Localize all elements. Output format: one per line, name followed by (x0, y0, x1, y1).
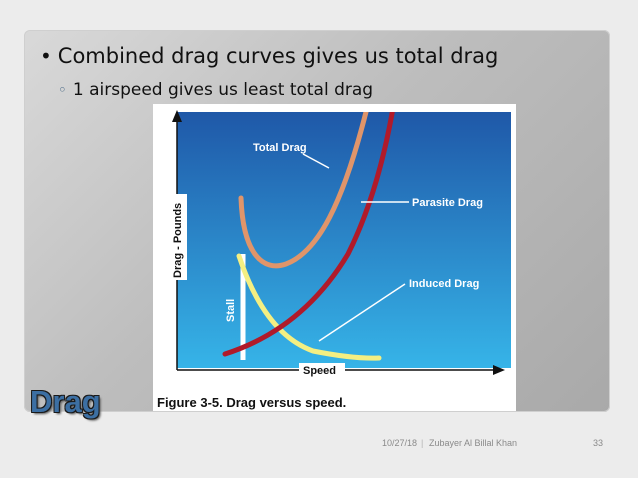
induced-drag-curve (236, 253, 382, 361)
bullet-sub-text: 1 airspeed gives us least total drag (72, 80, 374, 100)
drag-figure: Total Drag Parasite Drag Induced Drag St… (153, 104, 516, 411)
label-induced-drag: Induced Drag (409, 278, 479, 290)
parasite-drag-curve (222, 112, 395, 357)
label-total-drag: Total Drag (253, 142, 307, 154)
footer-author: Zubayer Al Billal Khan (429, 438, 518, 448)
x-label-backdrop (299, 363, 345, 377)
slide-title: Drag (30, 384, 101, 419)
total-drag-curve (238, 112, 369, 269)
x-axis-arrow-icon (493, 365, 505, 375)
y-axis-arrow-icon (172, 110, 182, 122)
figure-caption: Figure 3-5. Drag versus speed. (157, 395, 347, 410)
footer-date: 10/27/18 (382, 438, 418, 448)
label-parasite-drag: Parasite Drag (412, 197, 483, 209)
total-drag-leader (302, 153, 330, 169)
y-label-backdrop (167, 194, 187, 280)
label-stall: Stall (225, 299, 237, 322)
x-axis-label: Speed (303, 365, 336, 377)
bullet-main: • Combined drag curves gives us total dra… (40, 44, 498, 68)
bullet-main-text: Combined drag curves gives us total drag (57, 44, 499, 68)
induced-drag-leader (318, 283, 406, 342)
plot-background (177, 112, 511, 368)
bullet-sub: ◦ 1 airspeed gives us least total drag (58, 80, 373, 100)
footer-page-number: 33 (593, 438, 604, 448)
drag-diagram: Total Drag Parasite Drag Induced Drag St… (167, 110, 511, 377)
y-axis-label: Drag - Pounds (172, 203, 184, 278)
bullet-ring-icon: ◦ (58, 81, 67, 99)
footer-separator: | (421, 438, 424, 448)
bullet-dot-icon: • (40, 44, 52, 68)
